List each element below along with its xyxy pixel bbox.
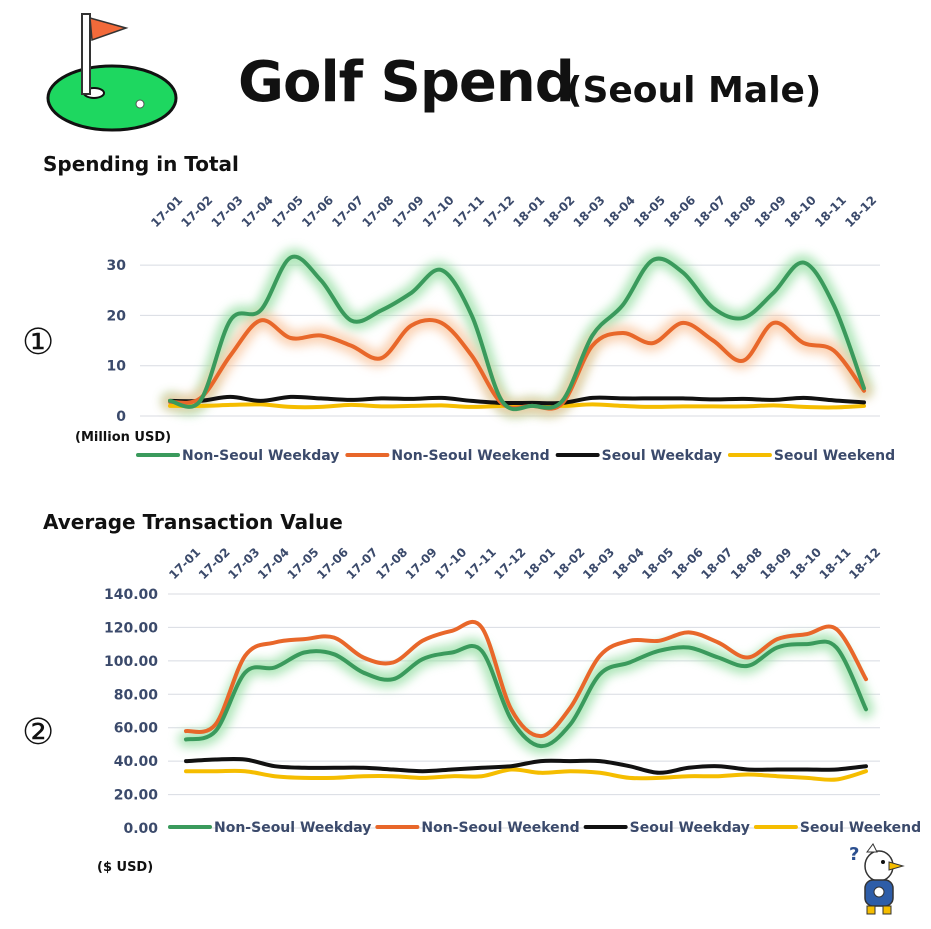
legend-label-seoul-weekend: Seoul Weekend [800,820,921,836]
x-tick-label: 17-05 [284,545,321,582]
unit-label-spending: (Million USD) [75,430,172,445]
x-tick-label: 18-09 [752,193,789,230]
legend-label-seoul-weekday: Seoul Weekday [630,820,750,836]
page-subtitle: (Seoul Male) [566,70,822,111]
legend-label-seoul-weekend: Seoul Weekend [774,448,895,464]
x-tick-label: 17-02 [196,545,233,582]
avg-transaction-chart: 0.00 20.00 40.00 60.00 80.00 100.00 120.00 140.… [104,545,921,837]
x-tick-label: 18-08 [722,193,759,230]
x-tick-label: 17-11 [462,545,499,582]
page-title: Golf Spend [238,50,575,115]
y-tick-label: 0 [116,409,126,425]
spending-total-chart: 010203017-0117-0217-0317-0417-0517-0617-… [107,193,896,464]
section-marker-1: ① [22,322,55,363]
svg-text:?: ? [849,844,859,865]
x-tick-label: 17-01 [148,193,185,230]
series-line-non-seoul-weekend [184,620,868,739]
x-tick-label: 18-03 [580,545,617,582]
x-tick-label: 18-02 [540,193,577,230]
x-tick-label: 17-11 [450,193,487,230]
section-title-spending: Spending in Total [43,152,239,176]
x-tick-label: 18-11 [812,193,849,230]
golf-flag-icon [46,13,178,132]
x-tick-label: 18-06 [661,193,698,230]
legend-label-non-seoul-weekday: Non-Seoul Weekday [182,448,339,464]
series-line-non-seoul-weekday [184,639,868,749]
x-tick-label: 17-07 [344,545,381,582]
x-tick-label: 18-06 [669,545,706,582]
x-tick-label: 17-02 [178,193,215,230]
y-tick-label: 10 [107,359,127,375]
y-tick-label: 100.00 [104,654,158,670]
legend-label-non-seoul-weekend: Non-Seoul Weekend [421,820,579,836]
series-line-non-seoul-weekday [168,254,866,412]
x-tick-label: 17-10 [432,545,469,582]
x-tick-label: 17-06 [314,545,351,582]
x-tick-label: 18-12 [846,545,883,582]
y-tick-label: 140.00 [104,587,158,603]
series-glow [162,311,872,417]
y-tick-label: 80.00 [114,687,159,703]
section-marker-2: ② [22,712,55,753]
legend-label-non-seoul-weekend: Non-Seoul Weekend [391,448,549,464]
x-tick-label: 17-06 [299,193,336,230]
x-tick-label: 18-08 [728,545,765,582]
series-line-seoul-weekday [184,756,868,775]
y-tick-label: 30 [107,258,127,274]
x-tick-label: 18-10 [782,193,819,230]
x-tick-label: 18-03 [571,193,608,230]
x-tick-label: 18-04 [601,193,638,230]
x-tick-label: 17-12 [491,545,528,582]
x-tick-label: 18-10 [787,545,824,582]
x-tick-label: 18-05 [639,545,676,582]
x-tick-label: 18-12 [842,193,879,230]
x-tick-label: 18-09 [758,545,795,582]
x-tick-label: 17-05 [269,193,306,230]
x-tick-label: 17-10 [420,193,457,230]
x-tick-label: 18-07 [691,193,728,230]
x-tick-label: 17-12 [480,193,517,230]
x-tick-label: 17-04 [239,193,276,230]
y-tick-label: 0.00 [123,821,158,837]
x-tick-label: 18-05 [631,193,668,230]
x-tick-label: 18-11 [817,545,854,582]
x-tick-label: 17-09 [390,193,427,230]
confused-mascot-icon: ? [849,843,905,915]
x-tick-label: 17-08 [373,545,410,582]
x-tick-label: 17-09 [403,545,440,582]
series-line-seoul-weekend [168,402,866,410]
x-tick-label: 17-08 [359,193,396,230]
legend-label-seoul-weekday: Seoul Weekday [602,448,722,464]
y-tick-label: 20 [107,308,127,324]
y-tick-label: 40.00 [114,754,159,770]
x-tick-label: 17-03 [209,193,246,230]
series-line-seoul-weekday [168,394,866,406]
legend-label-non-seoul-weekday: Non-Seoul Weekday [214,820,371,836]
x-tick-label: 18-07 [698,545,735,582]
y-tick-label: 20.00 [114,788,159,804]
x-tick-label: 18-02 [551,545,588,582]
x-tick-label: 18-01 [521,545,558,582]
unit-label-avg-transaction: ($ USD) [97,860,154,875]
y-tick-label: 60.00 [114,721,159,737]
section-title-avg-transaction: Average Transaction Value [43,510,343,534]
x-tick-label: 18-01 [510,193,547,230]
x-tick-label: 17-03 [225,545,262,582]
x-tick-label: 17-07 [329,193,366,230]
x-tick-label: 17-01 [166,545,203,582]
x-tick-label: 18-04 [610,545,647,582]
series-line-seoul-weekend [184,767,868,782]
x-tick-label: 17-04 [255,545,292,582]
y-tick-label: 120.00 [104,620,158,636]
